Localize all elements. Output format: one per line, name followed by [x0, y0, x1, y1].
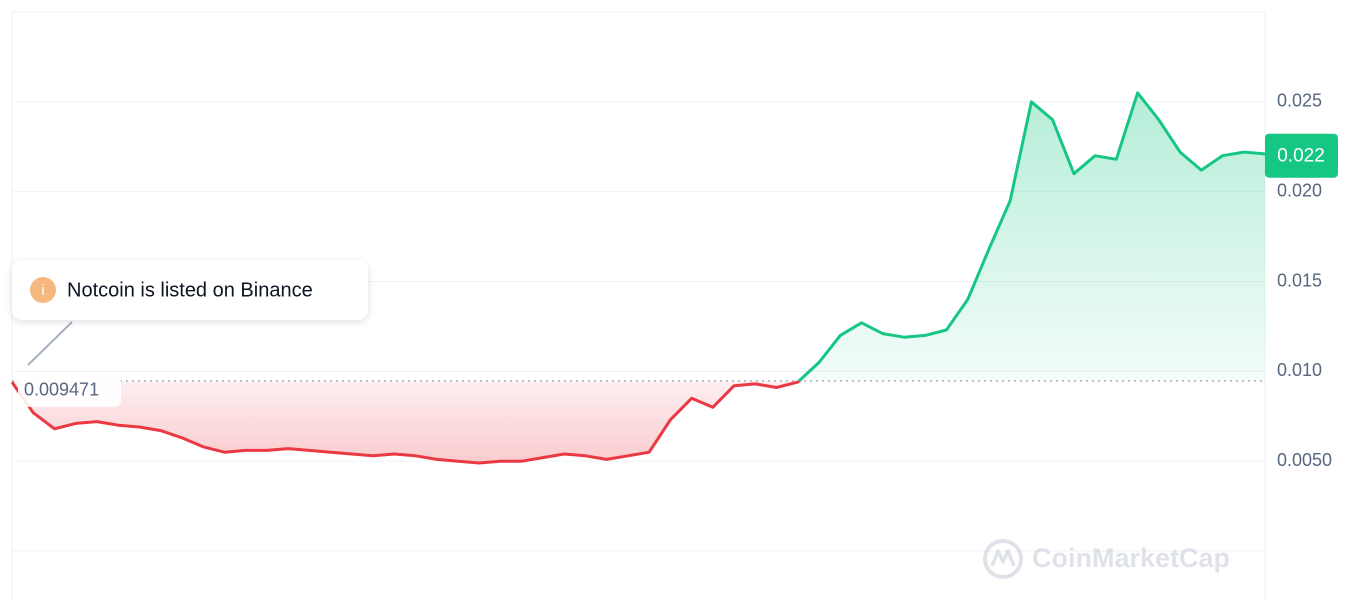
y-tick-label: 0.015	[1277, 270, 1322, 290]
current-price-label: 0.022	[1277, 146, 1325, 167]
current-price-tag	[1265, 133, 1338, 178]
watermark-text: CoinMarketCap	[1032, 543, 1230, 573]
watermark-logo-mark	[990, 549, 1016, 567]
price-area	[12, 92, 1265, 464]
y-tick-label: 0.0050	[1277, 450, 1332, 470]
plot	[10, 91, 1266, 465]
y-tick-label: 0.025	[1277, 91, 1322, 111]
annotation-pointer	[27, 321, 73, 366]
annotation-box	[12, 260, 368, 320]
y-tick-label: 0.010	[1277, 360, 1322, 380]
annotation-icon-glyph: i	[41, 282, 44, 299]
price-line	[10, 91, 1266, 465]
overlay: 0.009471 i Notcoin is listed on Binance 0.0…	[12, 133, 1338, 407]
annotation-icon	[30, 277, 56, 303]
baseline-label-box	[18, 374, 121, 407]
annotation-text: Notcoin is listed on Binance	[67, 279, 313, 301]
baseline-label: 0.009471	[24, 380, 99, 400]
y-tick-label: 0.020	[1277, 180, 1322, 200]
watermark: CoinMarketCap	[983, 539, 1230, 579]
watermark-logo	[983, 539, 1023, 579]
